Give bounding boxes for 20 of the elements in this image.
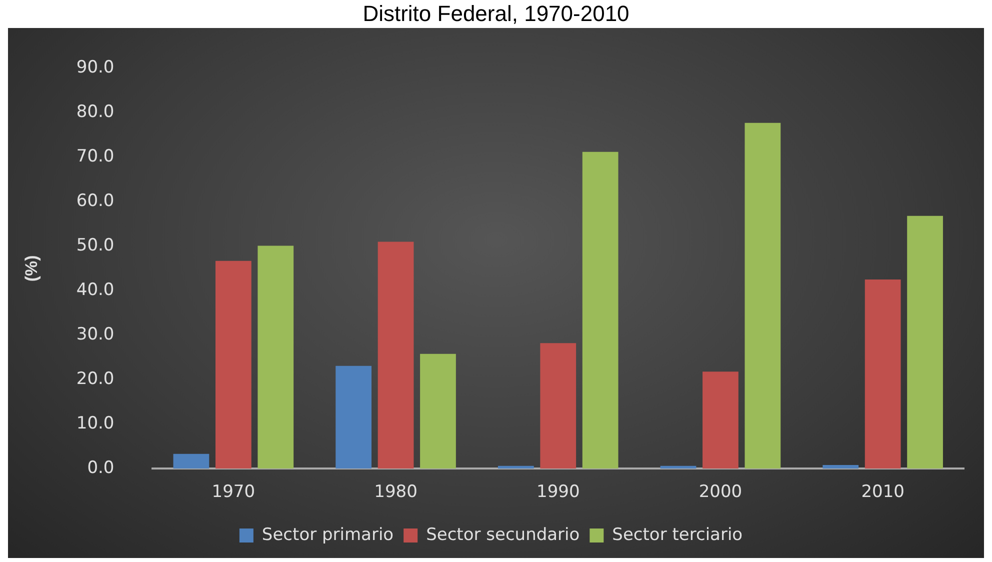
y-tick-label: 70.0	[76, 146, 114, 167]
y-tick-label: 0.0	[87, 458, 114, 478]
x-tick-label: 2000	[698, 482, 742, 502]
y-tick-label: 90.0	[76, 58, 114, 78]
x-tick-label: 1980	[374, 482, 418, 502]
x-tick-label: 1970	[212, 482, 256, 502]
y-tick-label: 60.0	[76, 191, 114, 212]
legend-label: Sector terciario	[612, 524, 743, 545]
legend-label: Sector primario	[262, 524, 394, 545]
y-tick-label: 30.0	[76, 324, 114, 345]
chart-title: Distrito Federal, 1970-2010	[362, 0, 630, 28]
x-tick-label: 2010	[861, 482, 904, 502]
legend-label: Sector secundario	[426, 524, 580, 545]
y-tick-label: 20.0	[76, 369, 114, 390]
y-axis-title: (%)	[22, 255, 41, 282]
y-tick-label: 80.0	[76, 102, 114, 122]
x-tick-label: 1990	[536, 482, 580, 502]
y-tick-label: 50.0	[76, 236, 114, 256]
y-tick-label: 40.0	[76, 280, 114, 300]
y-tick-label: 10.0	[76, 414, 114, 434]
